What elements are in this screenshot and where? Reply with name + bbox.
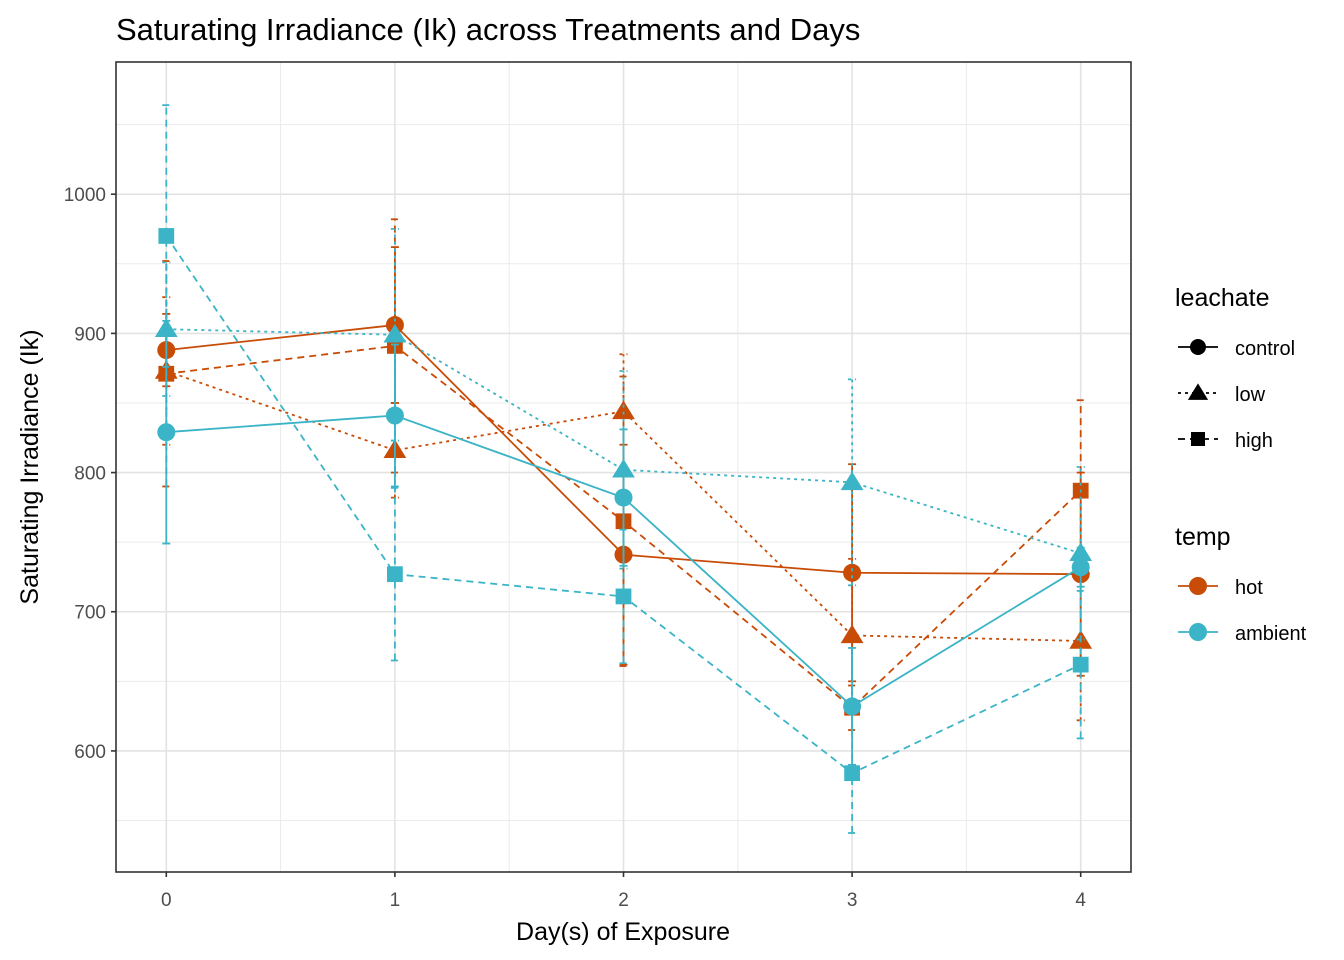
y-tick-label: 600 [74,742,106,763]
y-axis-title: Saturating Irradiance (Ik) [16,329,44,604]
data-point [383,323,407,343]
chart-title: Saturating Irradiance (Ik) across Treatm… [116,12,861,47]
legend-key-ambient [1189,623,1207,641]
x-tick-label: 4 [1075,890,1086,911]
legend-label-ambient: ambient [1235,623,1307,645]
x-tick-label: 0 [161,890,172,911]
legend: leachate control low high temp hot ambient [1175,284,1307,645]
y-tick-label: 1000 [64,185,106,206]
series-ambient-low [154,228,1093,641]
data-point [844,765,860,782]
legend-label-control: control [1235,338,1295,360]
legend-title-temp: temp [1175,523,1231,551]
legend-title-leachate: leachate [1175,284,1270,312]
legend-label-high: high [1235,430,1273,452]
x-tick-label: 3 [847,890,858,911]
data-point [840,624,864,644]
x-axis-title: Day(s) of Exposure [516,918,730,946]
data-point [840,471,864,491]
series-layer [154,104,1093,834]
y-tick-label: 700 [74,603,106,624]
data-point [612,458,635,478]
y-tick-label: 800 [74,464,106,485]
legend-label-hot: hot [1235,577,1263,599]
data-point [385,406,404,425]
y-tick-label: 900 [74,324,106,345]
legend-key-high-square [1191,432,1205,446]
data-point [157,423,176,442]
data-point [843,697,862,716]
series-line [165,370,1081,642]
data-point [1069,542,1093,562]
axes: 600 700 800 900 1000 0 1 2 3 4 [64,185,1087,911]
x-tick-label: 2 [618,890,629,911]
legend-key-control-circle [1190,339,1206,355]
legend-label-low: low [1235,384,1266,406]
legend-key-hot [1189,577,1207,595]
data-point [843,563,862,582]
data-point [158,228,175,244]
data-point [1072,656,1089,673]
data-point [615,588,632,605]
data-point [387,566,403,583]
x-tick-label: 1 [390,890,401,911]
legend-key-low-triangle [1187,383,1209,400]
series-ambient-high [158,104,1089,834]
